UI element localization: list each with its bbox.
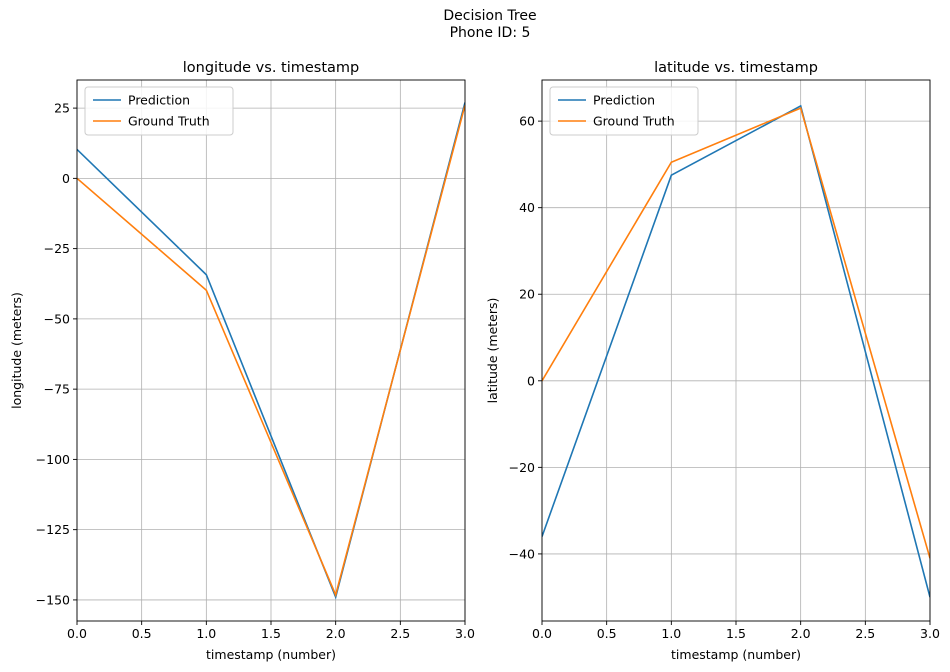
figure-title-line1: Decision Tree <box>443 8 537 24</box>
right-legend-label-0: Prediction <box>593 93 655 108</box>
right-xtick-label: 1.0 <box>661 626 681 641</box>
right-subplot-title: latitude vs. timestamp <box>654 60 818 76</box>
left-ytick-label: −75 <box>44 382 70 397</box>
left-ytick-label: −125 <box>36 522 70 537</box>
right-ytick-label: 60 <box>519 114 535 129</box>
right-series-prediction-line <box>542 104 930 598</box>
left-xtick-label: 2.0 <box>326 626 346 641</box>
right-xtick-label: 1.5 <box>726 626 746 641</box>
right-series-ground-truth-line <box>542 107 930 559</box>
right-ytick-label: 20 <box>519 287 535 302</box>
left-ytick-label: −150 <box>36 592 70 607</box>
left-ylabel: longitude (meters) <box>9 292 24 409</box>
left-ytick-label: 0 <box>62 171 70 186</box>
left-ytick-label: −50 <box>44 311 70 326</box>
right-ytick-label: −20 <box>509 460 535 475</box>
left-xtick-label: 2.5 <box>390 626 410 641</box>
left-ytick-label: 25 <box>54 101 70 116</box>
left-xlabel: timestamp (number) <box>206 647 336 662</box>
right-chart: 0.0 0.5 1.0 1.5 2.0 2.5 3.0 60 40 20 0 −20 −40 timest… <box>485 60 940 662</box>
right-xtick-label: 2.5 <box>855 626 875 641</box>
right-ytick-label: 0 <box>527 373 535 388</box>
left-legend <box>84 86 234 136</box>
right-xtick-label: 2.0 <box>791 626 811 641</box>
figure-title-line2: Phone ID: 5 <box>449 25 531 41</box>
right-legend-label-1: Ground Truth <box>593 114 675 129</box>
left-xtick-label: 3.0 <box>455 626 475 641</box>
right-xtick-label: 0.5 <box>597 626 617 641</box>
left-ytick-label: −100 <box>36 452 70 467</box>
left-legend-label-1: Ground Truth <box>128 114 210 129</box>
right-ytick-label: −40 <box>509 546 535 561</box>
left-subplot-title: longitude vs. timestamp <box>183 60 360 76</box>
left-xtick-label: 0.5 <box>132 626 152 641</box>
right-ylabel: latitude (meters) <box>485 298 500 404</box>
right-xlabel: timestamp (number) <box>671 647 801 662</box>
left-series-ground-truth-line <box>77 105 465 598</box>
left-xtick-label: 1.0 <box>196 626 216 641</box>
left-ytick-label: −25 <box>44 241 70 256</box>
left-legend-label-0: Prediction <box>128 93 190 108</box>
left-xtick-label: 1.5 <box>261 626 281 641</box>
right-legend <box>549 86 699 136</box>
left-xtick-label: 0.0 <box>67 626 87 641</box>
left-chart: 0.0 0.5 1.0 1.5 2.0 2.5 3.0 25 0 −25 −50 −75 −100 −12… <box>9 60 475 662</box>
right-xtick-label: 3.0 <box>920 626 940 641</box>
right-ytick-label: 40 <box>519 200 535 215</box>
right-xtick-label: 0.0 <box>532 626 552 641</box>
